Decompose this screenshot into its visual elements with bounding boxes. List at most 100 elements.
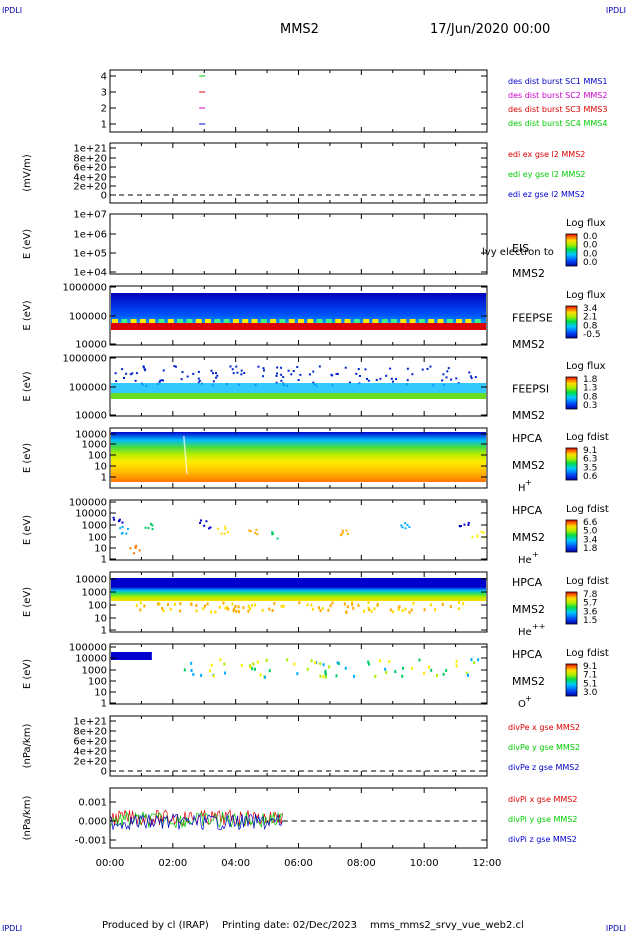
panel-feepse: 1000000 100000 10000 E (eV) FEEPSE MMS2 Log fl… bbox=[22, 283, 606, 352]
panel-frame bbox=[109, 499, 488, 561]
colorbar bbox=[565, 376, 578, 410]
spectrogram-hpca-o-speck bbox=[436, 674, 439, 678]
instrument-sc-label: MMS2 bbox=[512, 338, 545, 351]
spectrogram-feepsi-speck bbox=[123, 377, 126, 380]
spectrogram-hpca-he2-speck bbox=[351, 601, 354, 605]
panel-frame bbox=[109, 787, 488, 849]
species-label: H bbox=[518, 483, 526, 494]
spectrogram-feepse-patch bbox=[418, 319, 425, 323]
spectrogram-hpca-o-speck bbox=[254, 667, 257, 671]
spectrogram-hpca-he2-speck bbox=[204, 604, 207, 608]
spectrogram-hpca-o-speck bbox=[411, 666, 414, 670]
spectrogram-hpca-he-speck bbox=[463, 523, 466, 526]
spectrogram-hpca-he2-speck bbox=[206, 602, 209, 606]
spectrogram-hpca-o-speck bbox=[368, 662, 371, 666]
legend-entry: divPi x gse MMS2 bbox=[508, 795, 577, 804]
spectrogram-hpca-o-speck bbox=[314, 661, 317, 665]
y-tick-label: 1e+05 bbox=[73, 249, 107, 260]
spectrogram-hpca-o-band bbox=[111, 652, 152, 660]
spectrogram-hpca-o-speck bbox=[467, 673, 470, 677]
y-tick-label: 0 bbox=[101, 191, 107, 202]
y-tick-label: 1e+06 bbox=[73, 230, 107, 241]
spectrogram-hpca-he2-speck bbox=[376, 603, 379, 607]
spectrogram-hpca-o-speck bbox=[335, 674, 338, 678]
spectrogram-feepsi-speck bbox=[280, 379, 283, 382]
colorbar-title: Log flux bbox=[566, 361, 606, 372]
spectrogram-hpca-he2-speck bbox=[195, 603, 198, 607]
spectrogram-feepsi-speck bbox=[292, 370, 295, 373]
colorbar bbox=[565, 447, 578, 481]
spectrogram-hpca-o-speck bbox=[367, 660, 370, 664]
y-axis-label: (nPa/km) bbox=[22, 796, 33, 841]
spectrogram-feepsi-speck bbox=[308, 373, 311, 376]
spectrogram-hpca-o-speck bbox=[200, 673, 203, 677]
spectrogram-feepsi-speck bbox=[181, 371, 184, 374]
spectrogram-hpca-he-speck bbox=[224, 528, 227, 531]
page-title: MMS2 bbox=[280, 22, 319, 37]
legend-entry: des dist burst SC4 MMS4 bbox=[508, 119, 607, 128]
spectrogram-feepsi-speck bbox=[355, 372, 358, 375]
spectrogram-feepsi-speck bbox=[257, 365, 260, 368]
spectrogram-hpca-he2-speck bbox=[167, 603, 170, 607]
spectrogram-hpca-o-speck bbox=[473, 661, 476, 665]
spectrogram-hpca-o-speck bbox=[268, 669, 271, 673]
spectrogram-feepsi-speck bbox=[236, 371, 239, 374]
spectrogram-hpca-he2-speck bbox=[218, 605, 221, 609]
instrument-label: HPCA bbox=[512, 432, 543, 445]
spectrogram-hpca-o-speck bbox=[322, 674, 325, 678]
spectrogram-feepsi-speck bbox=[240, 373, 243, 376]
spectrogram-feepse-patch bbox=[298, 319, 304, 323]
y-tick-label: 0 bbox=[101, 767, 107, 778]
colorbar-title: Log fdist bbox=[566, 648, 609, 659]
spectrogram-hpca-he-speck bbox=[480, 530, 483, 533]
y-axis-label: E (eV) bbox=[22, 371, 33, 401]
spectrogram-feepse-patch bbox=[465, 319, 472, 323]
y-tick-label: 1000 bbox=[82, 588, 107, 599]
spectrogram-hpca-he2-top bbox=[111, 578, 486, 587]
y-tick-label: 10 bbox=[94, 688, 107, 699]
spectrogram-hpca-he-speck bbox=[276, 537, 279, 540]
spectrogram-hpca-he2-speck bbox=[321, 607, 324, 611]
colorbar-title: Log fdist bbox=[566, 504, 609, 515]
spectrogram-hpca-o-speck bbox=[251, 667, 254, 671]
spectrogram-hpca-he2-speck bbox=[345, 610, 348, 614]
spectrogram-hpca-o-speck bbox=[296, 672, 299, 676]
y-tick-label: 10000 bbox=[75, 654, 107, 665]
spectrogram-hpca-he2-speck bbox=[248, 607, 251, 611]
spectrogram-hpca-o-speck bbox=[384, 667, 387, 671]
colorbar-tick-label: 5.0 bbox=[583, 527, 598, 537]
y-tick-label: 100000 bbox=[69, 383, 107, 394]
spectrogram-feepsi-speck bbox=[121, 368, 124, 371]
colorbar-tick-label: 0.0 bbox=[583, 249, 598, 259]
y-tick-label: 4 bbox=[101, 72, 107, 83]
corner-label-bottom-right: IPDLI bbox=[605, 924, 626, 933]
species-charge-label: + bbox=[525, 478, 532, 487]
spectrogram-feepsi-speck bbox=[441, 379, 444, 382]
spectrogram-hpca-he2-speck bbox=[441, 602, 444, 606]
spectrogram-hpca-he2-speck bbox=[397, 607, 400, 611]
spectrogram-feepsi-speck bbox=[211, 372, 214, 375]
y-tick-label: 2 bbox=[101, 104, 107, 115]
spectrogram-hpca-he-speck bbox=[341, 531, 344, 534]
spectrogram-hpca-he2-speck bbox=[367, 607, 370, 611]
spectrogram-hpca-he2-speck bbox=[224, 606, 227, 610]
spectrogram-feepsi-speck bbox=[450, 378, 453, 381]
spectrogram-feepsi-speck bbox=[367, 379, 370, 382]
spectrogram-hpca-o-speck bbox=[223, 671, 226, 675]
y-tick-label: 100 bbox=[88, 533, 107, 544]
spectrogram-hpca-he2-speck bbox=[370, 609, 373, 613]
colorbar-tick-label: 3.0 bbox=[583, 688, 598, 698]
spectrogram-feepsi-speck bbox=[406, 367, 409, 370]
spectrogram-feepse-patch bbox=[270, 319, 277, 323]
spectrogram-feepsi-speck bbox=[391, 380, 394, 383]
spectrogram-hpca-he2-speck bbox=[367, 606, 370, 610]
spectrogram-feepse-patch bbox=[205, 319, 211, 323]
spectrogram-feepse-patch bbox=[232, 319, 239, 323]
instrument-label: HPCA bbox=[512, 576, 543, 589]
spectrogram-hpca-he2-speck bbox=[458, 601, 461, 605]
footer-produced-by: Produced by cl (IRAP) bbox=[102, 920, 209, 931]
spectrogram-feepsi-speck bbox=[296, 366, 299, 369]
spectrogram-hpca-he-speck bbox=[223, 532, 226, 535]
y-tick-label: 10000 bbox=[75, 411, 107, 422]
